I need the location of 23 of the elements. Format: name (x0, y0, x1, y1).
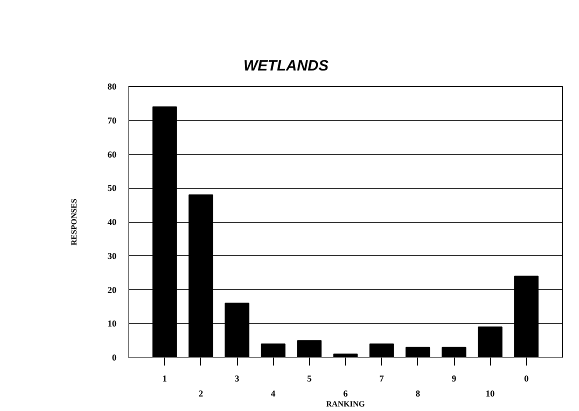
y-tick-label: 10 (108, 318, 117, 329)
y-tick-label: 0 (112, 352, 117, 362)
y-tick-label: 80 (108, 82, 117, 92)
x-tick-label: 10 (486, 388, 496, 398)
x-tick-label: 9 (452, 374, 457, 384)
y-tick-label: 60 (108, 149, 117, 160)
x-tick-label: 0 (524, 374, 530, 384)
x-tick-label: 3 (234, 374, 240, 384)
x-tick-label: 5 (307, 374, 312, 384)
x-tick-label: 6 (343, 388, 348, 398)
x-tick-label: 7 (379, 374, 384, 384)
y-tick-label: 40 (108, 217, 117, 227)
x-tick-label: 8 (416, 388, 421, 398)
y-tick-label: 50 (108, 183, 117, 194)
x-axis-title: RANKING (326, 400, 365, 408)
x-tick-label: 1 (162, 374, 168, 384)
y-tick-label: 30 (108, 250, 117, 261)
y-tick-label: 20 (108, 284, 117, 295)
x-tick-label: 2 (198, 388, 204, 398)
x-tick-label: 4 (270, 388, 276, 398)
y-tick-label: 70 (108, 115, 117, 126)
chart-title: WETLANDS (244, 58, 328, 74)
y-axis-title: RESPONSES (70, 198, 78, 246)
